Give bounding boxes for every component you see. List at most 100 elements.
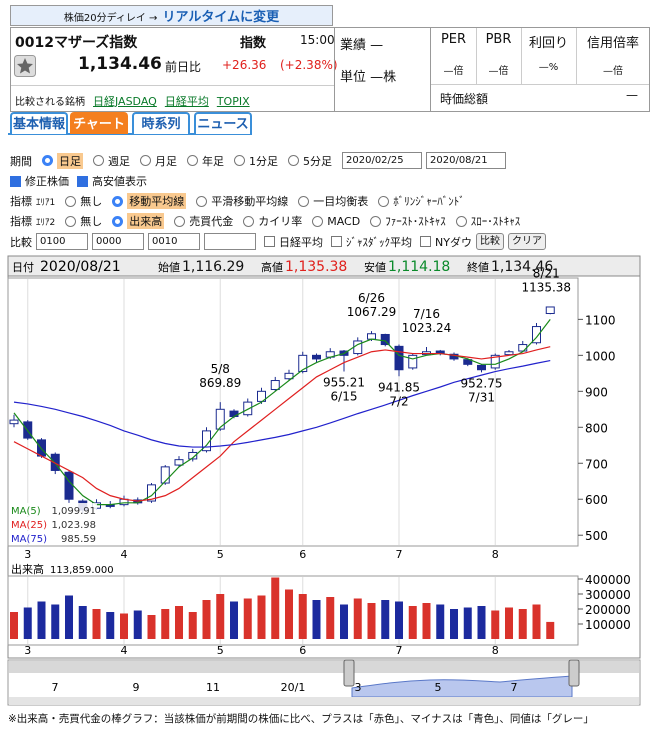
candle-body — [380, 333, 390, 346]
button[interactable]: 比較 — [475, 233, 504, 250]
radio[interactable] — [312, 215, 324, 227]
candle-body — [188, 451, 198, 460]
info-label: 安値 — [364, 260, 386, 274]
radio[interactable] — [65, 195, 77, 207]
volume-bar — [285, 589, 293, 639]
tab[interactable]: 時系列 — [132, 112, 190, 134]
checkbox[interactable] — [77, 175, 88, 187]
metric-value: —倍 — [443, 66, 464, 77]
radio[interactable] — [243, 215, 255, 227]
volume-bar — [367, 603, 376, 639]
option: ｼﾞｬｽﾀﾞｯｸ平均 — [346, 235, 412, 249]
y-tick-label: 100000 — [585, 618, 631, 632]
navigator-scroll[interactable] — [9, 661, 639, 673]
checkbox[interactable] — [264, 236, 275, 247]
date-input[interactable]: 2020/02/25 — [342, 152, 422, 169]
radio[interactable] — [455, 215, 467, 227]
candle-body — [160, 466, 170, 484]
checkbox[interactable] — [420, 236, 431, 247]
volume-bar — [188, 612, 197, 639]
volume-bar — [395, 601, 403, 639]
code-input[interactable]: 0010 — [148, 233, 200, 250]
volume-bar — [477, 606, 486, 639]
delay-notice: 株価20分ディレイ → — [63, 13, 158, 24]
volume-bar — [161, 609, 170, 639]
candle-body — [463, 359, 473, 365]
radio[interactable] — [174, 215, 186, 227]
checkbox[interactable] — [10, 175, 21, 187]
legend-name: MA(25) — [11, 520, 47, 531]
option: 出来高 — [127, 213, 165, 229]
favorite-button[interactable] — [14, 55, 36, 77]
radio[interactable] — [65, 215, 77, 227]
option: 一目均衡表 — [313, 195, 369, 208]
option: 5分足 — [303, 154, 332, 168]
radio[interactable] — [140, 155, 151, 166]
navigator-handle[interactable] — [568, 659, 580, 687]
option: 無し — [80, 215, 103, 228]
tab[interactable]: ニュース — [194, 112, 252, 134]
annotation-date: 7/16 — [413, 307, 440, 321]
date-input[interactable]: 2020/08/21 — [426, 152, 506, 169]
stock-name: 0012マザーズ指数 — [15, 35, 138, 51]
info-label: 高値 — [261, 260, 283, 274]
option: 週足 — [108, 154, 130, 168]
code-input[interactable]: 0000 — [92, 233, 144, 250]
radio[interactable] — [196, 195, 208, 207]
volume-bar — [353, 598, 362, 639]
market-cap-label: 時価総額 — [440, 92, 489, 106]
tab-active[interactable]: チャート — [70, 112, 128, 134]
legend-name: MA(5) — [11, 506, 41, 517]
tab[interactable]: 基本情報 — [10, 112, 68, 134]
radio[interactable] — [288, 155, 299, 166]
candle-body — [9, 419, 19, 425]
volume-name: 出来高 — [11, 562, 44, 576]
volume-last: 113,859.000 — [50, 565, 114, 576]
volume-bar — [546, 621, 555, 639]
volume-bar — [312, 600, 321, 639]
volume-bar — [518, 609, 527, 639]
volume-bar — [230, 601, 238, 639]
time: 15:00 — [300, 33, 335, 47]
radio[interactable] — [234, 155, 245, 166]
metric-label: 利回り — [528, 36, 568, 51]
volume-bar — [463, 607, 472, 639]
code-input[interactable]: 0100 — [36, 233, 88, 250]
realtime-link[interactable]: リアルタイムに変更 — [162, 10, 280, 25]
radio[interactable] — [112, 215, 124, 227]
radio[interactable] — [187, 155, 198, 166]
radio[interactable] — [370, 215, 382, 227]
radio[interactable] — [93, 155, 104, 166]
volume-bar — [37, 601, 46, 639]
x-tick-label: 4 — [121, 644, 128, 657]
x-tick-label: 7 — [396, 548, 403, 561]
checkbox[interactable] — [331, 236, 342, 247]
radio[interactable] — [112, 195, 124, 207]
compare-link[interactable]: 日経平均 — [164, 95, 209, 108]
compare-link[interactable]: 日経JASDAQ — [93, 95, 157, 108]
volume-bar — [175, 606, 183, 639]
compare-link[interactable]: TOPIX — [216, 95, 250, 108]
code-input[interactable] — [204, 233, 256, 250]
navigator-label: 3 — [355, 681, 362, 694]
radio[interactable] — [298, 195, 310, 207]
option: 無し — [80, 195, 103, 208]
annotation-value: 1023.24 — [402, 321, 452, 335]
results-value: — — [370, 38, 384, 53]
period-row: 期間 日足 週足 月足 年足 1分足 5分足 2020/02/25 2020/0… — [10, 152, 506, 169]
option: 移動平均線 — [127, 193, 187, 209]
volume-bar — [298, 594, 307, 639]
navigator-handle[interactable] — [343, 659, 355, 687]
button[interactable]: クリア — [507, 233, 546, 250]
radio[interactable] — [42, 155, 53, 166]
candle-body — [284, 372, 294, 380]
candle-body — [312, 354, 321, 360]
radio[interactable] — [378, 195, 390, 207]
tab-line — [8, 133, 252, 135]
candle-body — [545, 306, 555, 315]
info-value: 1,114.18 — [388, 259, 450, 275]
annotation-date: 8/21 — [533, 267, 560, 281]
y-tick-label: 1000 — [585, 349, 616, 363]
option: ﾌｧｰｽﾄ･ｽﾄｷｬｽ — [385, 215, 446, 228]
